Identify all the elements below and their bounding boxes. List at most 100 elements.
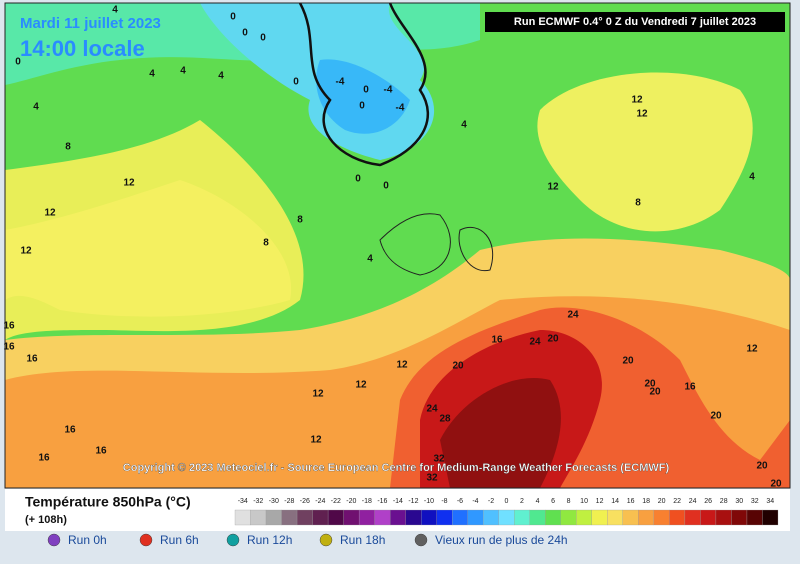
- run-button[interactable]: Run 6h: [160, 533, 199, 547]
- run-button[interactable]: Run 0h: [68, 533, 107, 547]
- legend-label: 16: [627, 498, 635, 505]
- legend-label: 18: [642, 498, 650, 505]
- copyright: Copyright © 2023 Meteociel.fr - Source E…: [123, 462, 670, 474]
- contour-label: 4: [367, 254, 373, 265]
- contour-label: -4: [396, 103, 405, 114]
- contour-label: 4: [149, 69, 155, 80]
- contour-label: 4: [218, 71, 224, 82]
- legend-label: -2: [488, 498, 494, 505]
- legend-swatch: [343, 509, 360, 526]
- contour-label: 16: [95, 446, 107, 457]
- legend-label: -22: [331, 498, 341, 505]
- legend-label: -34: [238, 498, 248, 505]
- contour-label: 0: [355, 174, 361, 185]
- contour-label: 16: [491, 335, 503, 346]
- legend-label: -20: [346, 498, 356, 505]
- contour-label: 12: [631, 95, 643, 106]
- legend-label: 20: [658, 498, 666, 505]
- contour-label: 0: [260, 33, 266, 44]
- contour-label: -4: [384, 85, 393, 96]
- legend-label: -28: [284, 498, 294, 505]
- legend-label: 12: [596, 498, 604, 505]
- legend-label: 30: [735, 498, 743, 505]
- contour-label: 32: [426, 473, 438, 484]
- legend-label: 32: [751, 498, 759, 505]
- contour-label: 4: [180, 66, 186, 77]
- legend-swatch: [265, 509, 282, 526]
- contour-label: 16: [3, 321, 15, 332]
- legend-swatch: [250, 509, 267, 526]
- contour-label: 20: [756, 461, 768, 472]
- run-box: [485, 12, 785, 32]
- legend-swatch: [436, 509, 453, 526]
- contour-label: 8: [263, 238, 269, 249]
- legend-label: 34: [766, 498, 774, 505]
- legend-swatch: [514, 509, 530, 526]
- contour-label: 4: [33, 102, 39, 113]
- contour-label: 20: [452, 361, 464, 372]
- legend-swatch: [576, 509, 592, 526]
- run-button-icon[interactable]: [414, 533, 428, 547]
- legend-swatch: [622, 509, 639, 526]
- legend-label: -24: [315, 498, 325, 505]
- contour-label: 0: [230, 12, 236, 23]
- legend-swatch: [358, 509, 375, 526]
- run-button[interactable]: Run 12h: [247, 533, 292, 547]
- contour-label: 12: [746, 344, 758, 355]
- contour-label: 0: [363, 85, 369, 96]
- legend-label: -12: [408, 498, 418, 505]
- contour-label: 8: [65, 142, 71, 153]
- legend-swatch: [234, 509, 251, 526]
- contour-label: 8: [297, 215, 303, 226]
- legend-swatch: [529, 509, 546, 526]
- contour-label: 12: [44, 208, 56, 219]
- legend-label: -6: [457, 498, 463, 505]
- contour-label: 20: [644, 379, 656, 390]
- contour-label: 32: [433, 454, 445, 465]
- legend-swatch: [653, 509, 670, 526]
- legend-swatch: [746, 509, 763, 526]
- contour-label: 12: [312, 389, 324, 400]
- contour-label: 16: [26, 354, 38, 365]
- legend-label: -16: [377, 498, 387, 505]
- legend-swatch: [483, 509, 499, 526]
- legend-label: 14: [611, 498, 619, 505]
- contour-label: 12: [20, 246, 32, 257]
- contour-label: 0: [15, 57, 21, 68]
- contour-label: 24: [529, 337, 541, 348]
- legend-label: 26: [704, 498, 712, 505]
- map-frame: [4, 2, 791, 489]
- contour-label: 12: [310, 435, 322, 446]
- run-button-icon[interactable]: [47, 533, 61, 547]
- contour-label: 16: [64, 425, 76, 436]
- legend-subtitle: (+ 108h): [25, 514, 67, 526]
- legend-label: 4: [536, 498, 540, 505]
- run-button-icon[interactable]: [319, 533, 333, 547]
- contour-label: 20: [622, 356, 634, 367]
- legend-label: -10: [424, 498, 434, 505]
- contour-label: 12: [396, 360, 408, 371]
- contour-label: 4: [461, 120, 467, 131]
- legend-label: -30: [269, 498, 279, 505]
- legend-label: -26: [300, 498, 310, 505]
- map: [5, 3, 790, 488]
- legend-swatch: [545, 509, 561, 526]
- run-button[interactable]: Run 18h: [340, 533, 385, 547]
- contour-label: 12: [547, 182, 559, 193]
- legend-swatch: [700, 509, 717, 526]
- legend-title: Température 850hPa (°C): [25, 494, 191, 510]
- legend-swatch: [684, 509, 701, 526]
- contour-label: 24: [426, 404, 438, 415]
- run-button-icon[interactable]: [139, 533, 153, 547]
- contour-label: 16: [38, 453, 50, 464]
- contour-label: 12: [636, 109, 648, 120]
- contour-label: 0: [383, 181, 389, 192]
- run-button[interactable]: Vieux run de plus de 24h: [435, 533, 568, 547]
- contour-label: 12: [355, 380, 367, 391]
- legend-swatch: [421, 509, 437, 526]
- legend-swatch: [560, 509, 577, 526]
- run-button-icon[interactable]: [226, 533, 240, 547]
- contour-label: 16: [3, 342, 15, 353]
